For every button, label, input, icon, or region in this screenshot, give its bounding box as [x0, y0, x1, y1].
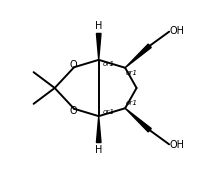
Text: or1: or1 — [126, 100, 138, 106]
Text: OH: OH — [170, 140, 185, 150]
Text: OH: OH — [170, 26, 185, 36]
Text: or1: or1 — [103, 109, 115, 115]
Text: O: O — [69, 60, 77, 70]
Polygon shape — [125, 44, 151, 68]
Text: or1: or1 — [126, 70, 138, 76]
Polygon shape — [125, 108, 151, 132]
Polygon shape — [97, 33, 101, 60]
Text: O: O — [69, 106, 77, 116]
Text: H: H — [95, 145, 102, 155]
Text: or1: or1 — [103, 61, 115, 67]
Polygon shape — [97, 116, 101, 143]
Text: H: H — [95, 21, 102, 31]
